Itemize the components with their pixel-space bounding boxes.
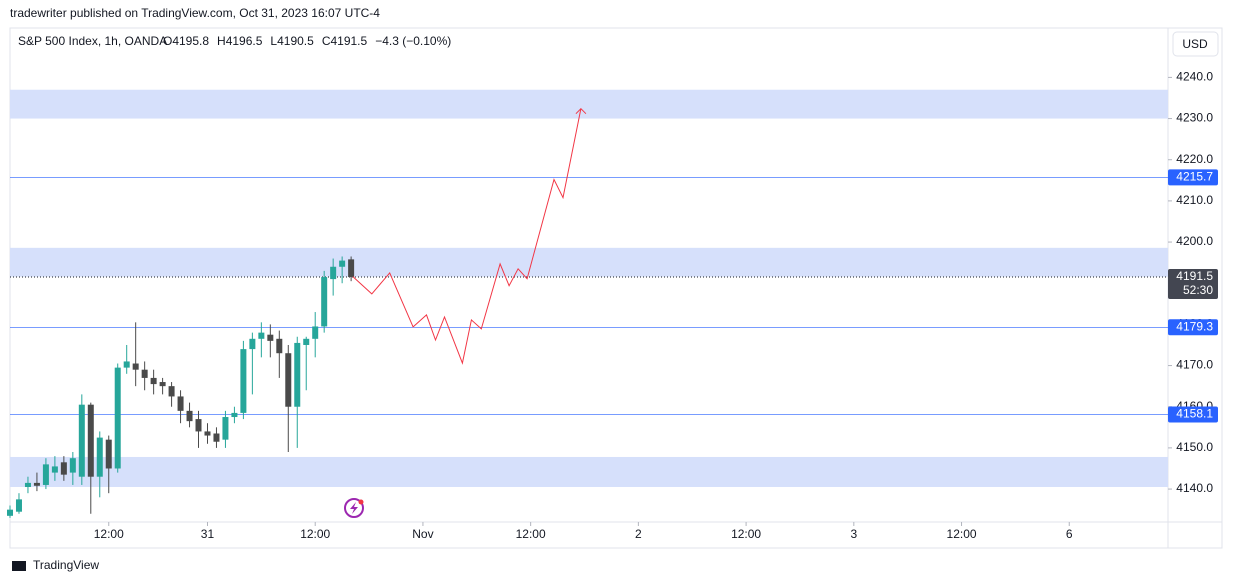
x-tick-label: 12:00 <box>300 527 330 541</box>
candle-body <box>78 404 85 477</box>
candle-body <box>159 382 166 387</box>
level-label: 4158.1 <box>1176 407 1213 421</box>
candle-body <box>294 342 301 407</box>
zone <box>10 456 1168 488</box>
footer-brand: TradingView <box>33 558 99 572</box>
level-label-bg <box>1168 169 1218 186</box>
candle-body <box>195 419 202 432</box>
candle-body <box>339 260 346 267</box>
candle-body <box>60 462 67 475</box>
x-tick-label: 12:00 <box>516 527 546 541</box>
attribution: tradewriter published on TradingView.com… <box>10 6 380 20</box>
candle-body <box>312 326 319 339</box>
x-tick-label: Nov <box>412 527 433 541</box>
ohlc-value: H4196.5 <box>217 34 263 48</box>
y-tick-label: 4150.0 <box>1176 440 1213 454</box>
candle-body <box>96 437 103 477</box>
y-tick-label: 4240.0 <box>1176 70 1213 84</box>
candle-body <box>186 410 193 422</box>
chart-frame <box>9 27 1223 549</box>
y-tick-label: 4230.0 <box>1176 111 1213 125</box>
x-tick-label: 12:00 <box>94 527 124 541</box>
candle-body <box>69 458 76 473</box>
ohlc-value: O4195.8 <box>163 34 209 48</box>
last-price-bg <box>1168 269 1218 300</box>
candle-body <box>24 482 31 488</box>
candle-body <box>231 412 238 418</box>
ohlc-value: L4190.5 <box>270 34 314 48</box>
ohlc-value: −4.3 (−0.10%) <box>375 34 451 48</box>
candle-body <box>285 353 292 407</box>
candle-body <box>87 404 94 477</box>
y-tick-label: 4200.0 <box>1176 234 1213 248</box>
candle-body <box>42 464 49 485</box>
event-icon[interactable] <box>344 498 364 518</box>
candle-body <box>168 386 175 397</box>
projection-arrowhead <box>575 107 587 115</box>
candle-body <box>204 431 211 436</box>
y-tick-label: 4210.0 <box>1176 193 1213 207</box>
y-tick-label: 4170.0 <box>1176 358 1213 372</box>
currency[interactable]: USD <box>1182 37 1208 51</box>
candle-body <box>240 349 247 413</box>
candle-body <box>105 439 112 469</box>
event-icon-bolt <box>350 502 358 514</box>
candle-body <box>7 509 13 516</box>
countdown: 52:30 <box>1183 283 1213 297</box>
candle-body <box>249 338 256 350</box>
x-tick-label: 31 <box>201 527 215 541</box>
legend: S&P 500 Index, 1h, OANDA O4195.8 H4196.5 L… <box>18 34 451 48</box>
candle-body <box>114 367 121 469</box>
projection-path <box>352 108 582 365</box>
candle-body <box>258 332 265 339</box>
candle-body <box>123 361 130 368</box>
x-tick-label: 3 <box>850 527 857 541</box>
event-dot <box>358 499 364 505</box>
candle-body <box>132 363 139 370</box>
x-tick-label: 12:00 <box>731 527 761 541</box>
zone <box>10 247 1168 277</box>
y-tick-label: 4140.0 <box>1176 481 1213 495</box>
candle-body <box>213 433 220 442</box>
candle-body <box>141 369 148 378</box>
candle-body <box>348 259 355 278</box>
candle-body <box>33 482 40 486</box>
candle-body <box>222 417 229 440</box>
ohlc-value: C4191.5 <box>322 34 368 48</box>
x-tick-label: 6 <box>1066 527 1073 541</box>
candle-body <box>150 377 157 385</box>
candle-body <box>177 396 184 411</box>
candle-body <box>51 466 58 473</box>
currency-button[interactable] <box>1172 31 1219 57</box>
candle-body <box>321 277 328 327</box>
last-price-label: 4191.5 <box>1176 269 1213 283</box>
candle-body <box>267 334 274 341</box>
y-tick-label: 4220.0 <box>1176 152 1213 166</box>
candle-body <box>15 499 22 512</box>
zone <box>10 89 1168 119</box>
level-label: 4215.7 <box>1176 170 1213 184</box>
level-label: 4179.3 <box>1176 319 1213 333</box>
level-label-bg <box>1168 406 1218 423</box>
x-tick-label: 12:00 <box>947 527 977 541</box>
x-tick-label: 2 <box>635 527 642 541</box>
level-label-bg <box>1168 319 1218 336</box>
plot <box>7 89 1168 518</box>
symbol-title: S&P 500 Index, 1h, OANDA <box>18 34 167 48</box>
candle-body <box>303 338 310 345</box>
logo <box>12 561 26 571</box>
candle-body <box>276 338 283 354</box>
candle-body <box>330 266 337 280</box>
